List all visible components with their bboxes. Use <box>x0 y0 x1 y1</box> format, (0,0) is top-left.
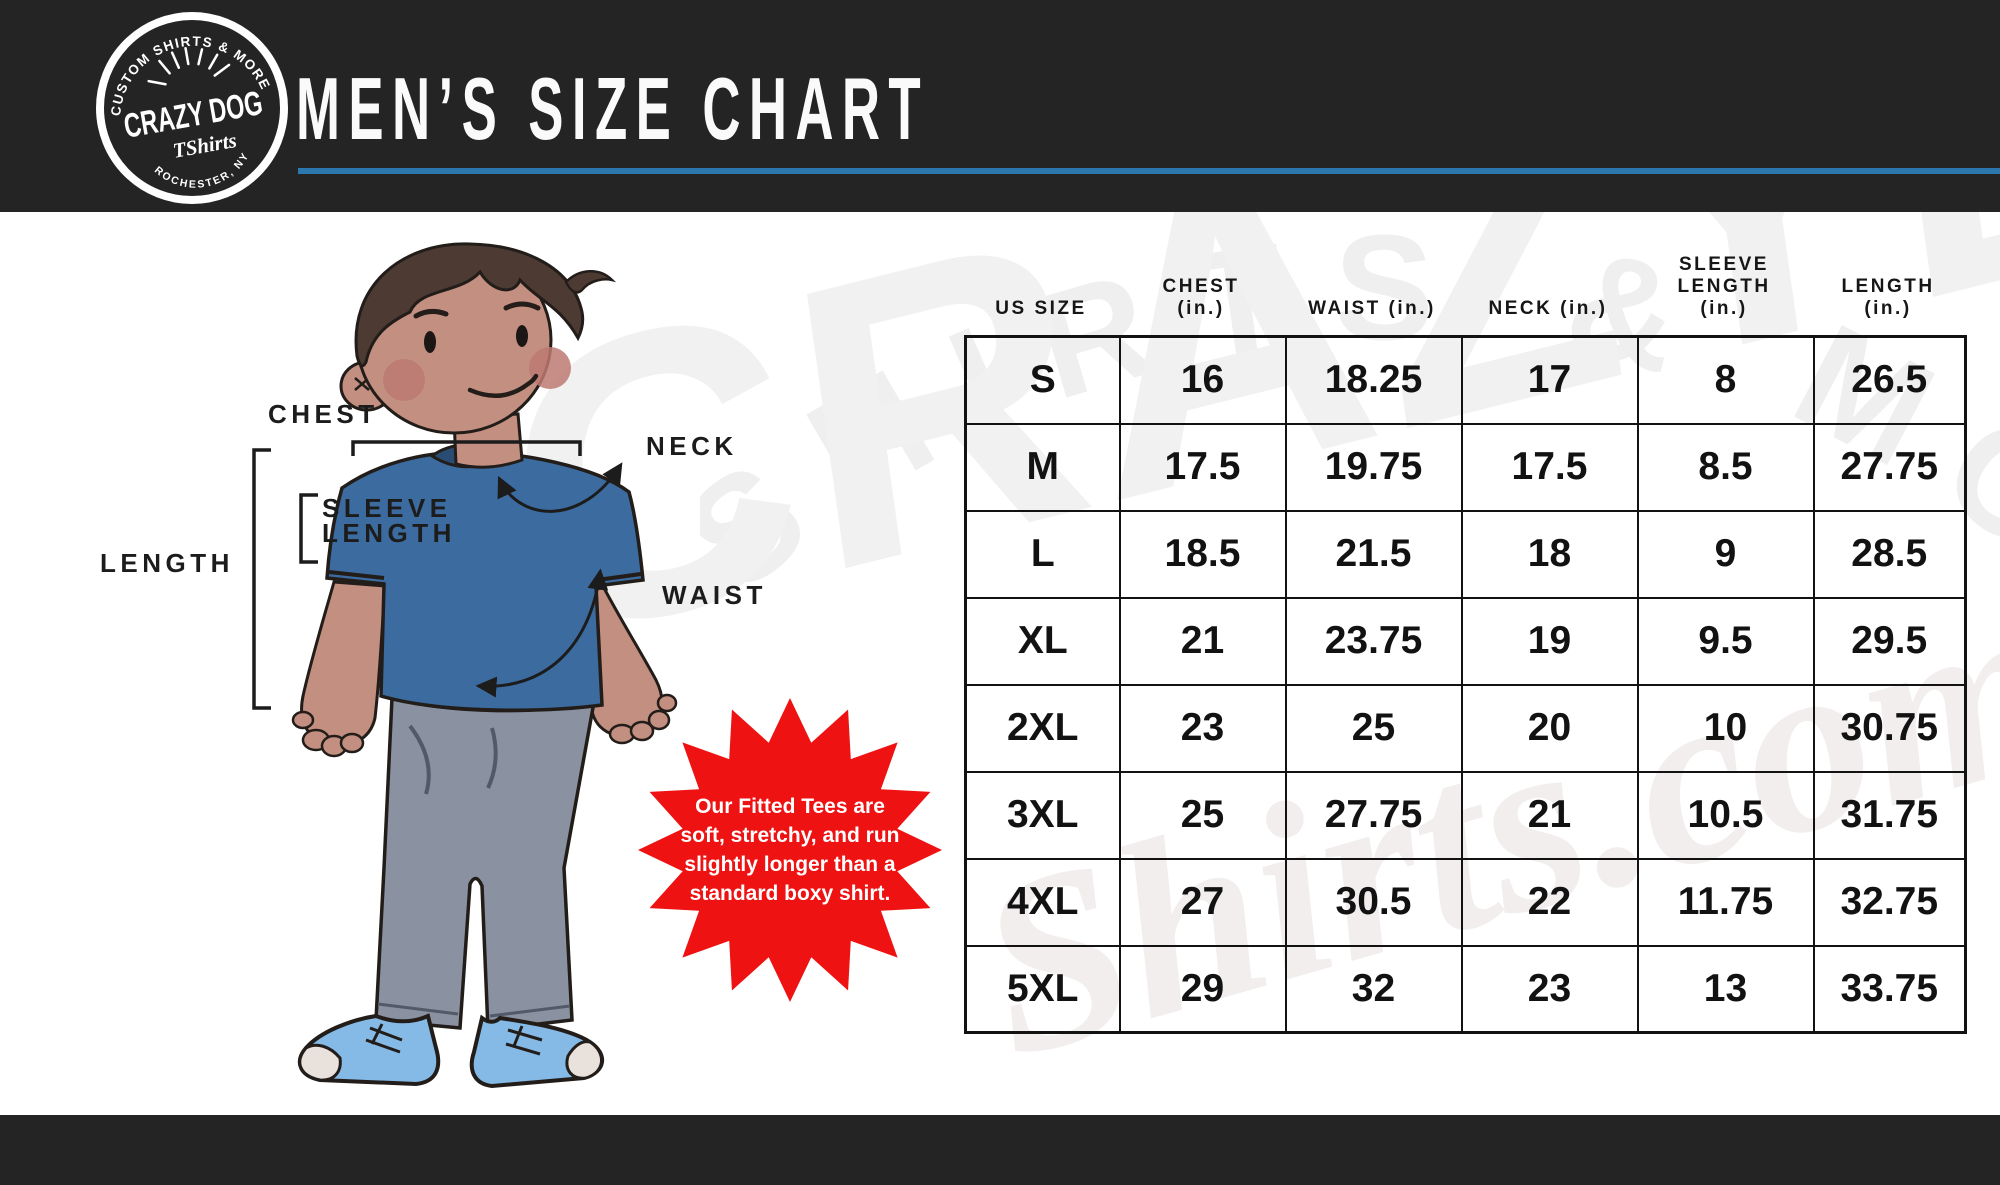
waist-cell: 27.75 <box>1284 770 1463 860</box>
logo-ring <box>96 12 288 204</box>
size-cell: XL <box>964 596 1121 686</box>
waist-cell: 21.5 <box>1284 509 1463 599</box>
chest-cell: 18.5 <box>1118 509 1287 599</box>
neck-cell: 17 <box>1460 335 1639 425</box>
waist-cell: 25 <box>1284 683 1463 773</box>
neck-label: NECK <box>646 431 738 461</box>
length-cell: 26.5 <box>1812 335 1967 425</box>
neck-cell: 22 <box>1460 857 1639 947</box>
table-row: L 18.5 21.5 18 9 28.5 <box>964 509 1967 599</box>
table-row: M 17.5 19.75 17.5 8.5 27.75 <box>964 422 1967 512</box>
cheek-blush <box>529 347 571 389</box>
size-table-header: US SIZE CHEST (in.) WAIST (in.) NECK (in… <box>964 248 1964 330</box>
waist-cell: 30.5 <box>1284 857 1463 947</box>
length-bracket <box>252 448 271 710</box>
chest-bracket <box>351 440 582 456</box>
waist-label: WAIST <box>662 580 767 610</box>
table-row: XL 21 23.75 19 9.5 29.5 <box>964 596 1967 686</box>
left-shoe <box>297 1013 441 1087</box>
chest-cell: 23 <box>1118 683 1287 773</box>
chest-cell: 17.5 <box>1118 422 1287 512</box>
table-row: 3XL 25 27.75 21 10.5 31.75 <box>964 770 1967 860</box>
sleeve-cell: 10.5 <box>1636 770 1815 860</box>
neck-cell: 21 <box>1460 770 1639 860</box>
size-cell: L <box>964 509 1121 599</box>
callout-text: Our Fitted Tees are soft, stretchy, and … <box>680 795 900 905</box>
footer-bar <box>0 1115 2000 1185</box>
length-cell: 33.75 <box>1812 944 1967 1034</box>
size-cell: S <box>964 335 1121 425</box>
pants <box>374 695 597 1032</box>
col-header-neck: NECK (in.) <box>1488 298 1608 319</box>
measurement-marks <box>252 440 623 710</box>
length-cell: 27.75 <box>1812 422 1967 512</box>
waist-cell: 23.75 <box>1284 596 1463 686</box>
table-row: 4XL 27 30.5 22 11.75 32.75 <box>964 857 1967 947</box>
length-cell: 30.75 <box>1812 683 1967 773</box>
sleeve-cell: 8.5 <box>1636 422 1815 512</box>
length-label: LENGTH <box>100 548 234 578</box>
right-shoe <box>469 1014 604 1089</box>
neck-cell: 20 <box>1460 683 1639 773</box>
size-cell: 5XL <box>964 944 1121 1034</box>
eye <box>516 325 528 347</box>
size-cell: 4XL <box>964 857 1121 947</box>
chest-cell: 16 <box>1118 335 1287 425</box>
table-row: S 16 18.25 17 8 26.5 <box>964 335 1967 425</box>
chest-label: CHEST <box>268 399 379 429</box>
left-arm <box>291 580 387 758</box>
body-illustration <box>252 242 678 1089</box>
col-header-sleeve-length: SLEEVE LENGTH (in.) <box>1677 254 1771 319</box>
length-cell: 29.5 <box>1812 596 1967 686</box>
waist-arrow <box>475 568 609 698</box>
neck-cell: 19 <box>1460 596 1639 686</box>
fitted-tees-callout: Our Fitted Tees are soft, stretchy, and … <box>638 698 942 1002</box>
neck-cell: 17.5 <box>1460 422 1639 512</box>
chest-cell: 21 <box>1118 596 1287 686</box>
neck-cell: 23 <box>1460 944 1639 1034</box>
size-cell: M <box>964 422 1121 512</box>
table-row: 5XL 29 32 23 13 33.75 <box>964 944 1967 1034</box>
size-table: S 16 18.25 17 8 26.5 M 17.5 19.75 17.5 8… <box>964 335 1967 1034</box>
chest-cell: 25 <box>1118 770 1287 860</box>
sleeve-cell: 9 <box>1636 509 1815 599</box>
sleeve-bracket <box>299 493 318 564</box>
sleeve-length-label: SLEEVE LENGTH <box>322 493 456 548</box>
head <box>339 242 617 469</box>
sleeve-cell: 10 <box>1636 683 1815 773</box>
waist-cell: 19.75 <box>1284 422 1463 512</box>
size-cell: 2XL <box>964 683 1121 773</box>
eye <box>424 331 436 353</box>
col-header-length: LENGTH (in.) <box>1841 276 1935 319</box>
header-bar: CUSTOM SHIRTS & MORE CRAZY DOG TShirts R… <box>0 0 2000 212</box>
eyebrow <box>503 301 541 311</box>
col-header-chest: CHEST (in.) <box>1162 276 1240 319</box>
chest-cell: 27 <box>1118 857 1287 947</box>
size-cell: 3XL <box>964 770 1121 860</box>
table-row: 2XL 23 25 20 10 30.75 <box>964 683 1967 773</box>
title-underline <box>298 168 2000 174</box>
length-cell: 32.75 <box>1812 857 1967 947</box>
waist-cell: 32 <box>1284 944 1463 1034</box>
eyebrow <box>413 308 449 319</box>
logo-rays-icon <box>147 46 231 86</box>
sleeve-cell: 11.75 <box>1636 857 1815 947</box>
hair <box>354 242 585 368</box>
sleeve-cell: 9.5 <box>1636 596 1815 686</box>
neck-cell: 18 <box>1460 509 1639 599</box>
sleeve-cell: 13 <box>1636 944 1815 1034</box>
mouth <box>467 373 539 398</box>
cheek-blush <box>383 359 425 401</box>
sleeve-cell: 8 <box>1636 335 1815 425</box>
col-header-us-size: US SIZE <box>995 298 1087 319</box>
crazy-dog-logo: CUSTOM SHIRTS & MORE CRAZY DOG TShirts R… <box>96 12 288 204</box>
page-title: MEN’S SIZE CHART <box>296 59 930 158</box>
col-header-waist: WAIST (in.) <box>1308 298 1436 319</box>
length-cell: 28.5 <box>1812 509 1967 599</box>
neck-arrow <box>497 462 623 513</box>
waist-cell: 18.25 <box>1284 335 1463 425</box>
length-cell: 31.75 <box>1812 770 1967 860</box>
chest-cell: 29 <box>1118 944 1287 1034</box>
